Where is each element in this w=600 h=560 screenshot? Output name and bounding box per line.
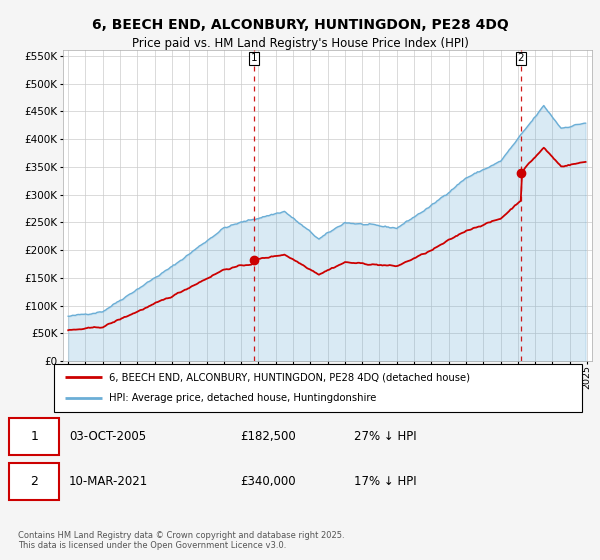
Text: 2: 2 [30,474,38,488]
Text: 2: 2 [517,53,524,63]
Text: 6, BEECH END, ALCONBURY, HUNTINGDON, PE28 4DQ: 6, BEECH END, ALCONBURY, HUNTINGDON, PE2… [92,18,508,32]
Text: 1: 1 [251,53,257,63]
Text: £340,000: £340,000 [240,474,296,488]
Text: 10-MAR-2021: 10-MAR-2021 [69,474,148,488]
Text: Price paid vs. HM Land Registry's House Price Index (HPI): Price paid vs. HM Land Registry's House … [131,37,469,50]
FancyBboxPatch shape [54,364,582,412]
Text: 1: 1 [30,430,38,443]
Text: HPI: Average price, detached house, Huntingdonshire: HPI: Average price, detached house, Hunt… [109,393,377,403]
Text: 27% ↓ HPI: 27% ↓ HPI [354,430,416,443]
Text: 03-OCT-2005: 03-OCT-2005 [69,430,146,443]
Text: 6, BEECH END, ALCONBURY, HUNTINGDON, PE28 4DQ (detached house): 6, BEECH END, ALCONBURY, HUNTINGDON, PE2… [109,372,470,382]
Text: £182,500: £182,500 [240,430,296,443]
FancyBboxPatch shape [9,463,59,500]
FancyBboxPatch shape [9,418,59,455]
Text: 17% ↓ HPI: 17% ↓ HPI [354,474,416,488]
Text: Contains HM Land Registry data © Crown copyright and database right 2025.
This d: Contains HM Land Registry data © Crown c… [18,530,344,550]
